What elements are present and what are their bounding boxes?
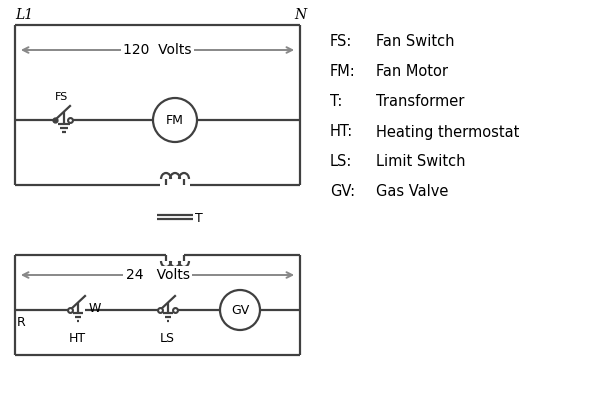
Text: W: W	[89, 302, 101, 314]
Text: Transformer: Transformer	[376, 94, 464, 110]
Text: Gas Valve: Gas Valve	[376, 184, 448, 200]
Text: GV:: GV:	[330, 184, 355, 200]
Text: LS: LS	[159, 332, 175, 345]
Text: T: T	[195, 212, 203, 224]
Text: 24   Volts: 24 Volts	[126, 268, 189, 282]
Text: Fan Switch: Fan Switch	[376, 34, 454, 50]
Text: Limit Switch: Limit Switch	[376, 154, 466, 170]
Text: LS:: LS:	[330, 154, 352, 170]
Text: N: N	[294, 8, 306, 22]
Text: FM: FM	[166, 114, 184, 126]
Text: Heating thermostat: Heating thermostat	[376, 124, 519, 140]
Text: R: R	[17, 316, 26, 329]
Text: HT:: HT:	[330, 124, 353, 140]
Text: HT: HT	[68, 332, 86, 345]
Text: T:: T:	[330, 94, 342, 110]
Text: FS:: FS:	[330, 34, 352, 50]
Text: GV: GV	[231, 304, 249, 316]
Text: Fan Motor: Fan Motor	[376, 64, 448, 80]
Text: 120  Volts: 120 Volts	[123, 43, 192, 57]
Text: FS: FS	[55, 92, 68, 102]
Text: FM:: FM:	[330, 64, 356, 80]
Text: L1: L1	[15, 8, 33, 22]
